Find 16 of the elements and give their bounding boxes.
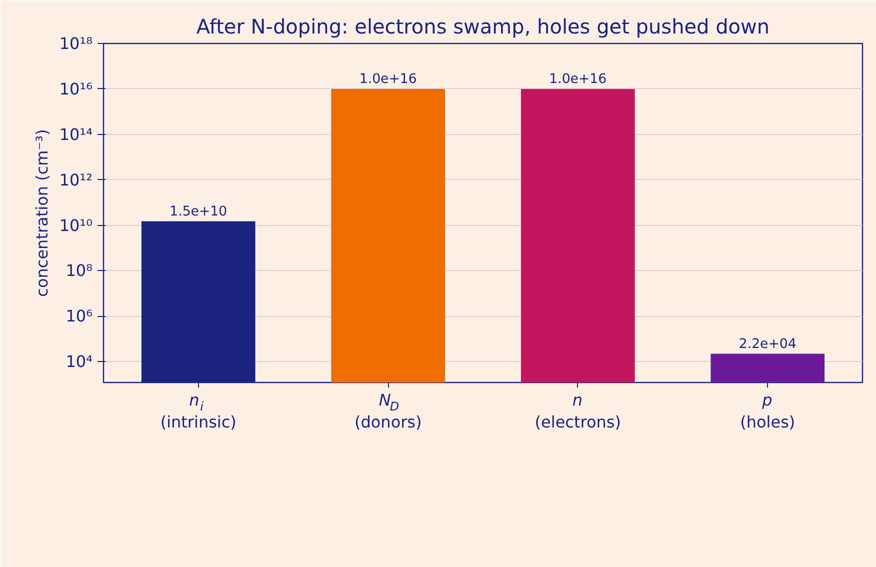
y-tick-label: 10¹⁴	[59, 124, 92, 144]
y-tick-label: 10⁸	[66, 261, 93, 280]
data-label: 1.0e+16	[359, 72, 417, 87]
y-tick-label: 10¹²	[59, 170, 92, 190]
y-tick-label: 10¹⁶	[59, 79, 92, 98]
y-axis-title: concentration (cm⁻³)	[32, 129, 52, 297]
y-tick-label: 10⁴	[66, 352, 93, 372]
data-label: 2.2e+04	[738, 336, 796, 352]
chart-title: After N-doping: electrons swamp, holes get pushed down	[196, 14, 770, 38]
data-label: 1.5e+10	[170, 204, 228, 220]
y-tick-label: 10⁶	[66, 306, 93, 326]
y-tick-label: 10¹⁰	[59, 216, 92, 235]
data-label: 1.0e+16	[549, 72, 607, 87]
x-tick-label: p (holes)	[740, 390, 796, 432]
y-tick-label: 10¹⁸	[59, 34, 92, 53]
x-tick-label: n (electrons)	[534, 390, 621, 432]
